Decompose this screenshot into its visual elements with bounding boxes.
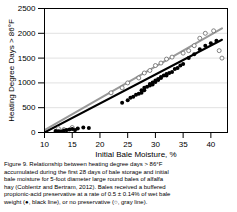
html-text:Figure 9. Relationship between: Figure 9. Relationship between heating d… <box>4 161 163 167</box>
svg-text:35: 35 <box>179 140 188 149</box>
svg-text:10: 10 <box>40 140 49 149</box>
svg-text:2500: 2500 <box>18 4 36 13</box>
svg-text:1000: 1000 <box>18 78 36 87</box>
svg-text:40: 40 <box>206 140 215 149</box>
svg-text:20: 20 <box>96 140 105 149</box>
html-text:weight (●, black line), or no: weight (●, black line), or no preservati… <box>4 198 148 205</box>
svg-text:1500: 1500 <box>18 54 36 63</box>
svg-text:15: 15 <box>68 140 77 149</box>
svg-text:Heating Degree Days > 86°F: Heating Degree Days > 86°F <box>7 19 16 122</box>
svg-text:0: 0 <box>31 128 36 137</box>
html-text:accumulated during the first 2: accumulated during the first 28 days of … <box>4 168 169 175</box>
svg-text:2000: 2000 <box>18 29 36 38</box>
html-text:hay (Coblentz and Bertram, 201: hay (Coblentz and Bertram, 2012). Bales … <box>4 183 166 190</box>
svg-text:Initial Bale Moisture, %: Initial Bale Moisture, % <box>95 150 176 159</box>
html-text:bale moisture for 5-foot diame: bale moisture for 5-foot diameter large … <box>4 176 164 182</box>
html-text:propionic-acid preservative at: propionic-acid preservative at a rate of… <box>4 191 171 197</box>
svg-text:500: 500 <box>22 103 36 112</box>
svg-text:30: 30 <box>151 140 160 149</box>
svg-text:25: 25 <box>123 140 132 149</box>
